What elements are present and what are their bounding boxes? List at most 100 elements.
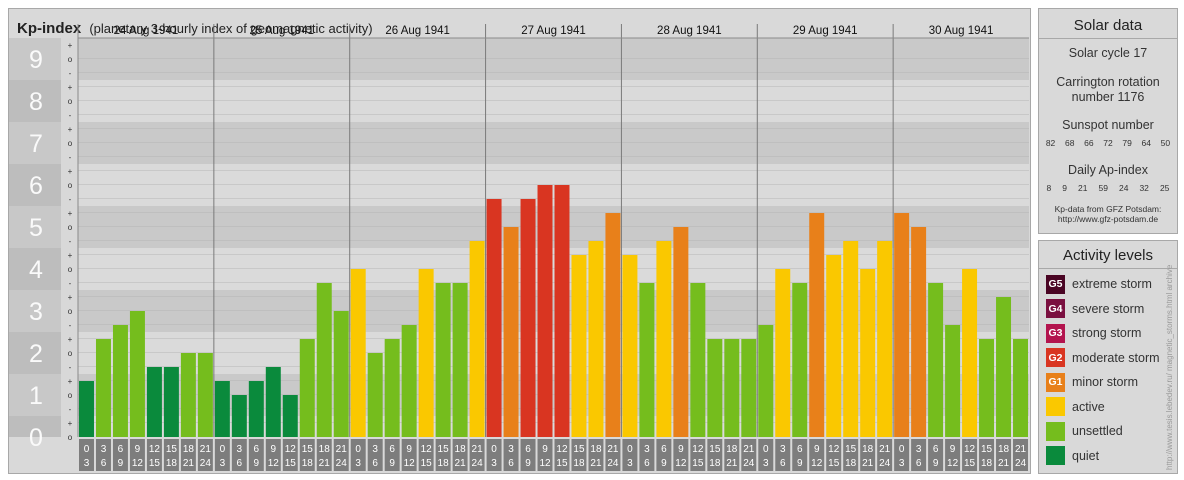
time-slot-cell — [673, 439, 689, 471]
time-slot-cell — [996, 439, 1012, 471]
time-slot-cell — [622, 439, 638, 471]
slot-end-label: 6 — [237, 458, 243, 469]
day-label: 26 Aug 1941 — [385, 25, 450, 37]
kp-bar — [435, 282, 451, 437]
slot-start-label: 3 — [237, 444, 243, 455]
time-slot-cell — [792, 439, 808, 471]
activity-title: Activity levels — [1062, 247, 1154, 264]
ap-title: Daily Ap-index — [1068, 163, 1148, 177]
time-slot-cell — [350, 439, 366, 471]
slot-start-label: 0 — [491, 444, 497, 455]
day-label: 30 Aug 1941 — [929, 25, 994, 37]
time-slot-cell — [367, 439, 383, 471]
slot-end-label: 24 — [743, 458, 755, 469]
kp-third-marker: o — [68, 391, 73, 400]
slot-start-label: 15 — [438, 444, 450, 455]
slot-start-label: 3 — [101, 444, 107, 455]
kp-level-band — [78, 38, 1029, 80]
kp-third-marker: + — [68, 209, 73, 218]
kp-third-marker: + — [68, 41, 73, 50]
kp-third-marker: + — [68, 167, 73, 176]
legend-label: active — [1072, 399, 1105, 414]
kp-bar — [248, 381, 264, 437]
slot-start-label: 18 — [455, 444, 467, 455]
slot-end-label: 12 — [132, 458, 144, 469]
day-label: 29 Aug 1941 — [793, 25, 858, 37]
slot-end-label: 18 — [709, 458, 721, 469]
ap-value: 21 — [1078, 183, 1088, 193]
kp-level-band-left — [9, 164, 61, 206]
sunspot-value: 72 — [1103, 138, 1113, 148]
kp-third-marker: - — [69, 111, 72, 120]
slot-start-label: 9 — [542, 444, 548, 455]
legend-label: unsettled — [1072, 424, 1123, 438]
slot-end-label: 3 — [220, 458, 226, 469]
divider — [1039, 268, 1177, 269]
slot-end-label: 6 — [101, 458, 107, 469]
time-slot-cell — [809, 439, 825, 471]
source-line1: Kp-data from GFZ Potsdam: — [1054, 204, 1162, 214]
ap-value: 24 — [1118, 183, 1129, 193]
kp-bar — [690, 282, 706, 437]
slot-end-label: 3 — [84, 458, 90, 469]
slot-end-label: 12 — [675, 458, 687, 469]
kp-third-marker: o — [68, 307, 73, 316]
legend-label: severe storm — [1072, 301, 1145, 316]
kp-bar — [486, 198, 502, 437]
kp-bar — [554, 185, 570, 437]
slot-start-label: 3 — [508, 444, 514, 455]
kp-bar — [214, 381, 230, 437]
y-axis-label: 6 — [29, 172, 43, 200]
kp-bar — [877, 240, 893, 437]
ap-values: 8 9 21 59 24 32 25 — [1041, 183, 1175, 193]
kp-bar — [911, 227, 927, 437]
kp-level-band-left — [9, 248, 61, 290]
kp-level-band-left — [9, 122, 61, 164]
kp-level-band — [78, 80, 1029, 122]
time-slot-cell — [894, 439, 910, 471]
kp-bar — [843, 240, 859, 437]
slot-end-label: 6 — [508, 458, 514, 469]
slot-start-label: 3 — [644, 444, 650, 455]
slot-start-label: 9 — [135, 444, 141, 455]
time-slot-cell — [146, 439, 162, 471]
thirds-column — [61, 38, 78, 437]
kp-bar — [503, 227, 519, 437]
kp-bar — [469, 240, 485, 437]
kp-bar — [537, 185, 553, 437]
time-slot-cell — [571, 439, 587, 471]
slot-end-label: 21 — [319, 458, 331, 469]
slot-start-label: 12 — [285, 444, 297, 455]
day-label: 27 Aug 1941 — [521, 25, 586, 37]
kp-bar — [928, 282, 944, 437]
carrington-line1: Carrington rotation — [1056, 75, 1160, 89]
kp-bar — [129, 311, 145, 437]
kp-bar — [418, 269, 434, 437]
solar-data-title: Solar data — [1073, 17, 1143, 34]
kp-third-marker: - — [69, 153, 72, 162]
slot-start-label: 12 — [964, 444, 976, 455]
kp-bar — [1013, 339, 1028, 437]
chart-subtitle: (planetary 3-hourly index of geomagnetic… — [89, 21, 373, 36]
source-link[interactable]: http://www.gfz-potsdam.de — [1057, 214, 1159, 224]
legend-swatch: G5 — [1046, 274, 1065, 294]
kp-bar — [299, 339, 315, 437]
y-axis-label: 8 — [29, 88, 43, 116]
slot-end-label: 18 — [845, 458, 857, 469]
kp-level-band — [78, 122, 1029, 164]
slot-start-label: 3 — [780, 444, 786, 455]
kp-bar — [146, 366, 162, 437]
time-slot-cell — [537, 439, 553, 471]
time-slot-cell — [435, 439, 451, 471]
slot-end-label: 24 — [607, 458, 619, 469]
slot-start-label: 9 — [950, 444, 956, 455]
kp-bar — [758, 324, 774, 437]
time-slot-cell — [401, 439, 417, 471]
kp-bar — [79, 381, 94, 437]
slot-end-label: 18 — [438, 458, 450, 469]
slot-end-label: 21 — [862, 458, 874, 469]
slot-start-label: 6 — [933, 444, 939, 455]
kp-third-marker: o — [68, 433, 73, 442]
slot-end-label: 24 — [200, 458, 212, 469]
slot-end-label: 15 — [964, 458, 976, 469]
